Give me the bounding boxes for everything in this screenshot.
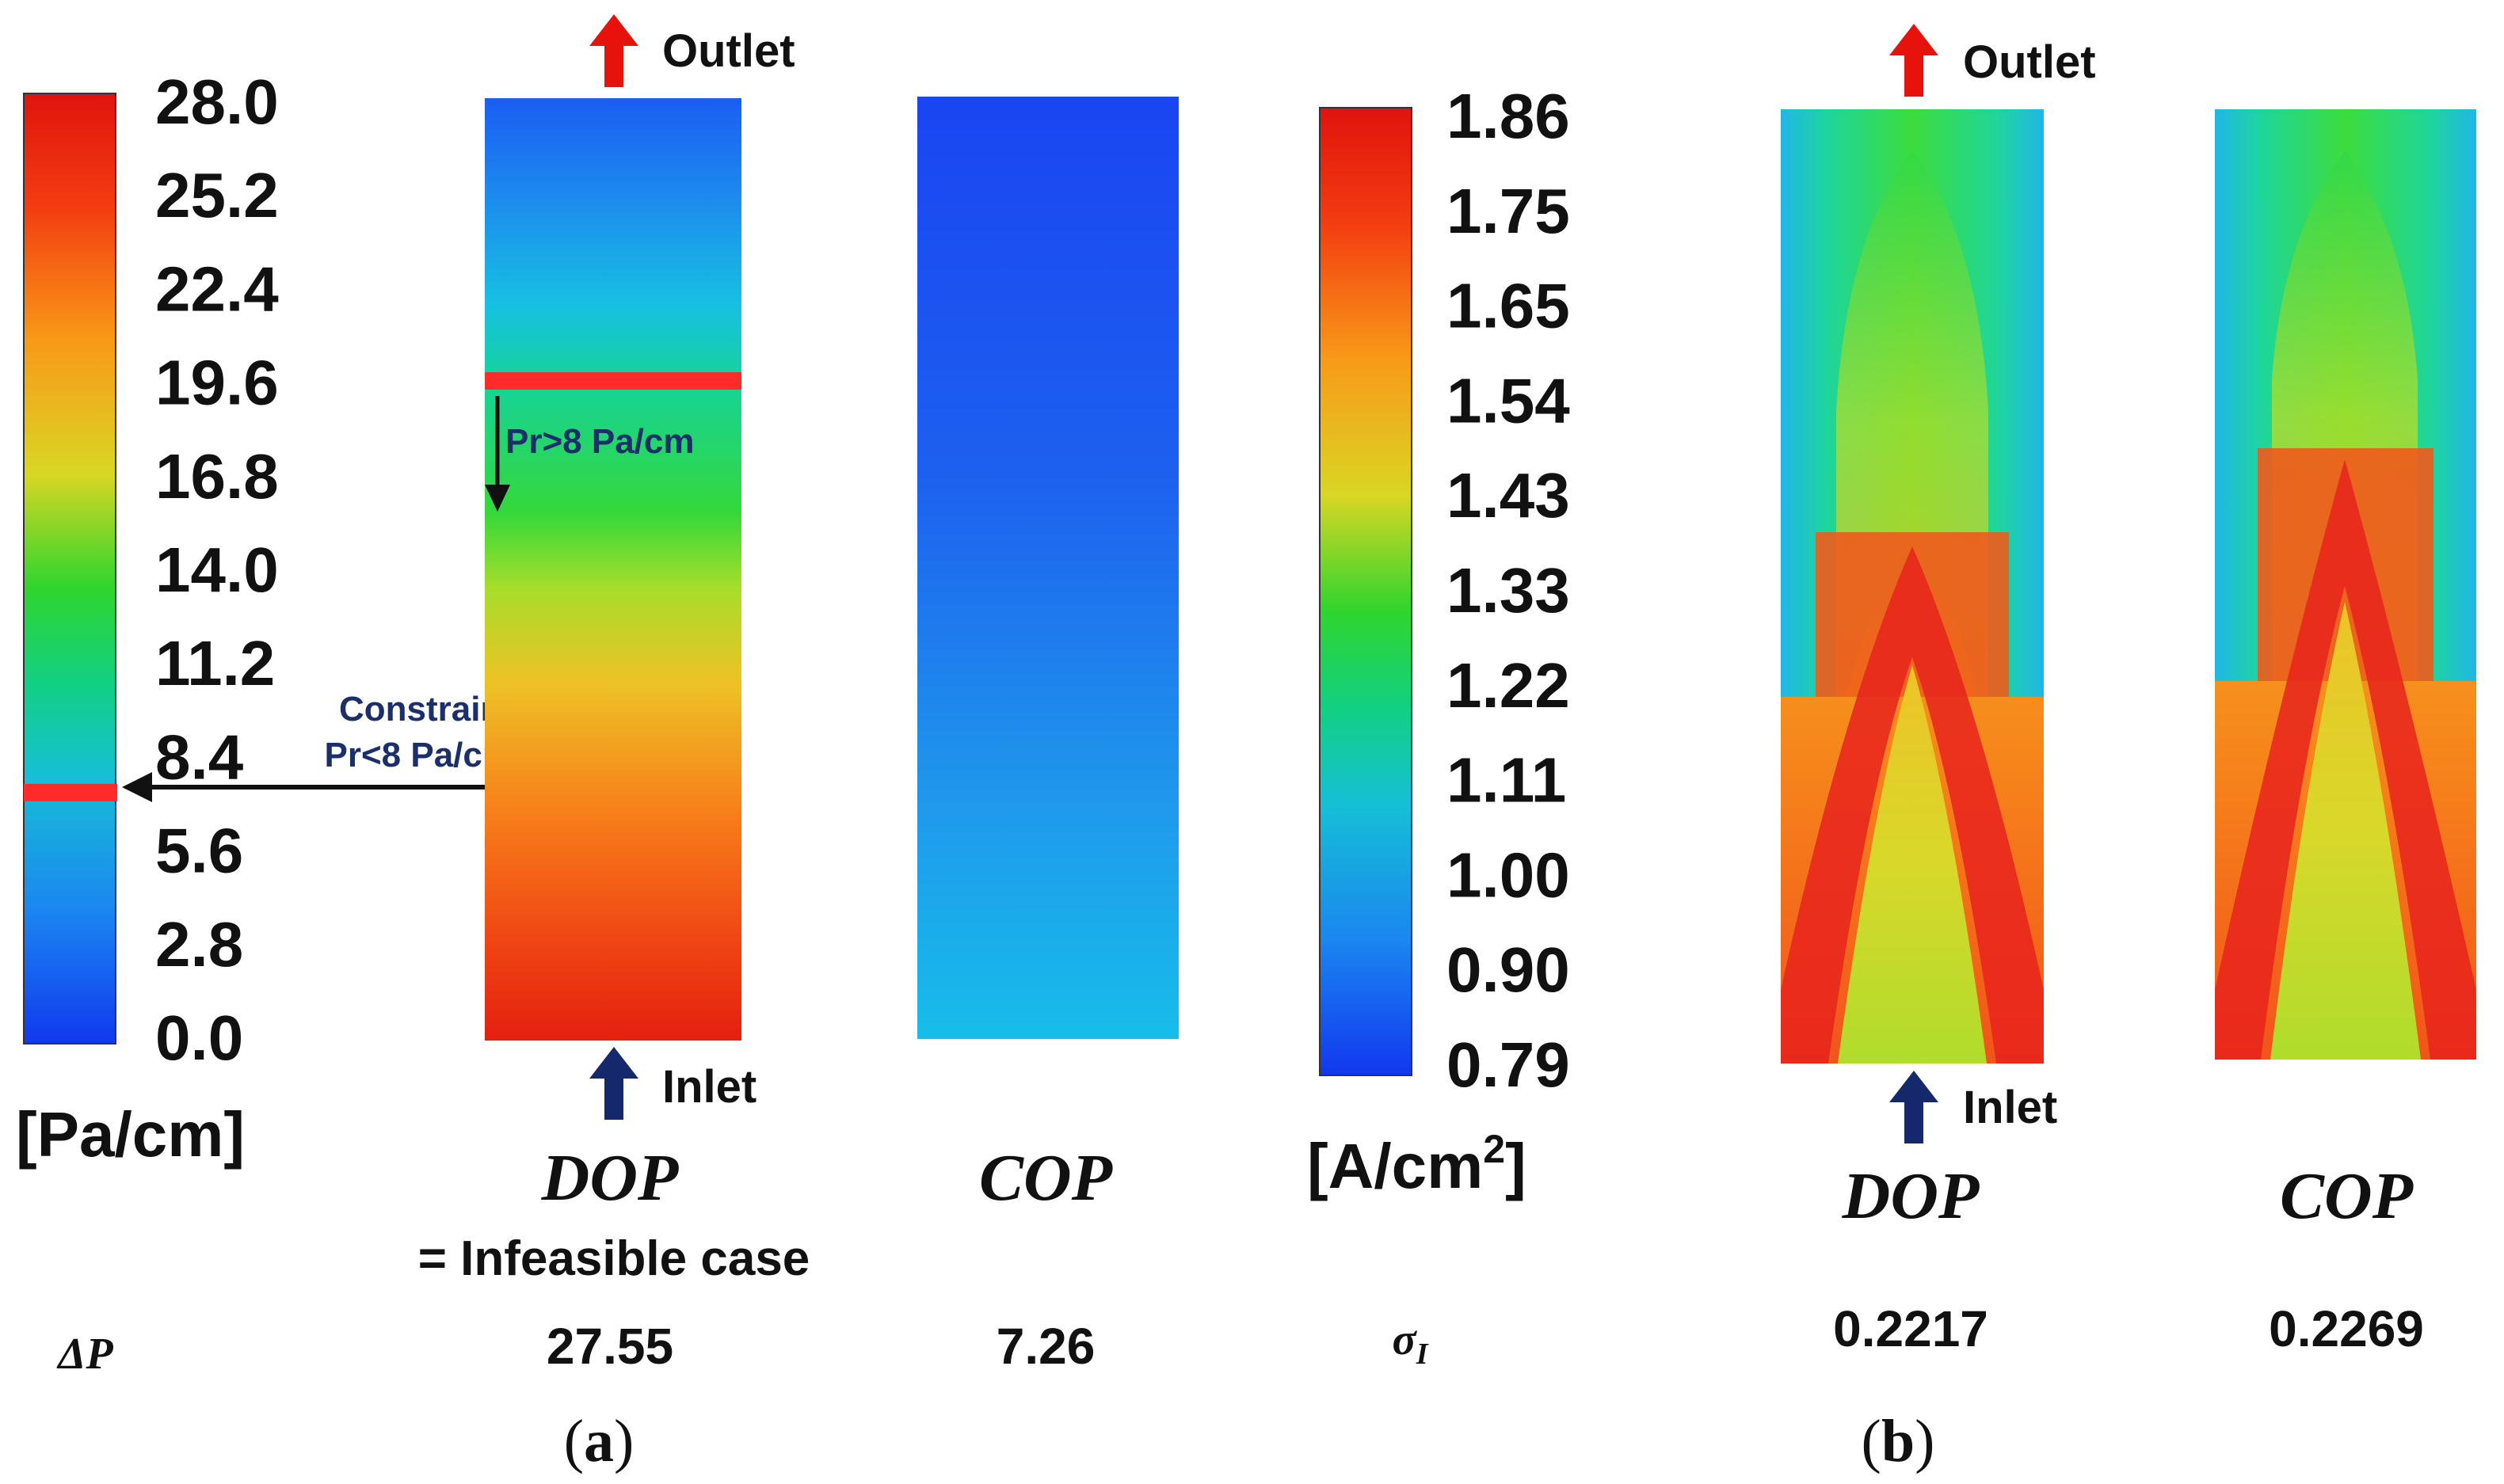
dop-case-label: DOP [541,1141,679,1215]
pressure-tick-label: 0.0 [155,1003,243,1073]
current-density-unit-label: [A/cm2] [1307,1127,1526,1201]
pressure-unit-label: [Pa/cm] [16,1099,245,1170]
pressure-tick-label: 14.0 [155,535,279,605]
pressure-tick-label: 22.4 [155,253,279,324]
pressure-drop-symbol: ΔP [56,1330,113,1379]
current-density-tick-label: 1.86 [1446,81,1570,151]
panel-b: 1.86 1.75 1.65 1.54 1.43 1.33 1.22 1.11 1.00 0.90… [1307,24,2476,1474]
inlet-arrow-icon [1889,1071,1938,1143]
dop-current-uniformity-value: 0.2217 [1833,1300,1988,1357]
pressure-tick-label: 19.6 [155,348,279,418]
violation-arrow-head [485,485,510,512]
outlet-label: Outlet [662,25,795,77]
pressure-colorbar [23,93,116,1045]
current-uniformity-symbol: σI [1393,1315,1429,1371]
current-density-tick-label: 1.00 [1446,839,1570,910]
pressure-tick-label: 11.2 [155,628,275,698]
dop-pressure-drop-value: 27.55 [547,1318,673,1375]
outlet-label: Outlet [1963,36,2096,88]
current-density-tick-label: 1.54 [1446,365,1570,436]
violation-label: Pr>8 Pa/cm [505,422,695,461]
current-density-tick-label: 1.43 [1446,460,1570,531]
infeasible-note: = Infeasible case [418,1231,810,1286]
cop-pressure-drop-value: 7.26 [997,1318,1096,1375]
constraint-marker-line [24,783,117,801]
outlet-arrow-icon [589,14,638,87]
current-density-tick-label: 1.11 [1446,745,1566,816]
inlet-label: Inlet [1963,1082,2057,1133]
cop-pressure-field [917,97,1179,1039]
dop-case-label: DOP [1842,1159,1980,1233]
constraint-rule-label: Pr<8 Pa/cm [325,736,514,774]
current-density-tick-label: 1.65 [1446,271,1570,341]
current-density-tick-label: 0.90 [1446,934,1570,1005]
panel-b-label: (b) [1862,1408,1935,1474]
violation-threshold-line [485,372,741,390]
pressure-tick-label: 16.8 [155,441,279,512]
pressure-tick-label: 2.8 [155,909,243,980]
current-density-tick-label: 1.22 [1446,650,1570,721]
pressure-tick-label: 8.4 [155,721,244,792]
current-density-tick-label: 1.33 [1446,555,1570,626]
constraint-label: Constraint [339,690,513,729]
dop-pressure-field [485,98,741,1041]
pressure-colorbar-ticks: 28.0 25.2 22.4 19.6 16.8 14.0 11.2 8.4 5.6 2.8 0.0 [155,67,279,1073]
cop-case-label: COP [979,1141,1113,1215]
inlet-arrow-icon [589,1047,638,1120]
constraint-arrow-head [122,772,152,802]
pressure-tick-label: 28.0 [155,67,279,137]
current-density-colorbar-ticks: 1.86 1.75 1.65 1.54 1.43 1.33 1.22 1.11 1.00 0.90… [1446,81,1570,1100]
current-density-colorbar [1319,107,1412,1076]
outlet-arrow-icon [1889,24,1938,97]
cop-case-label: COP [2280,1159,2414,1233]
cop-current-uniformity-value: 0.2269 [2269,1300,2424,1357]
dop-current-density-field [1781,109,2044,1064]
current-density-tick-label: 1.75 [1446,176,1570,246]
panel-a-label: (a) [564,1408,635,1474]
inlet-label: Inlet [662,1061,757,1113]
pressure-tick-label: 25.2 [155,160,279,230]
current-density-tick-label: 0.79 [1446,1029,1570,1100]
pressure-tick-label: 5.6 [155,816,243,886]
cop-current-density-field [2215,109,2476,1060]
panel-a: 28.0 25.2 22.4 19.6 16.8 14.0 11.2 8.4 5.6 2.8 0.0… [16,14,1179,1474]
